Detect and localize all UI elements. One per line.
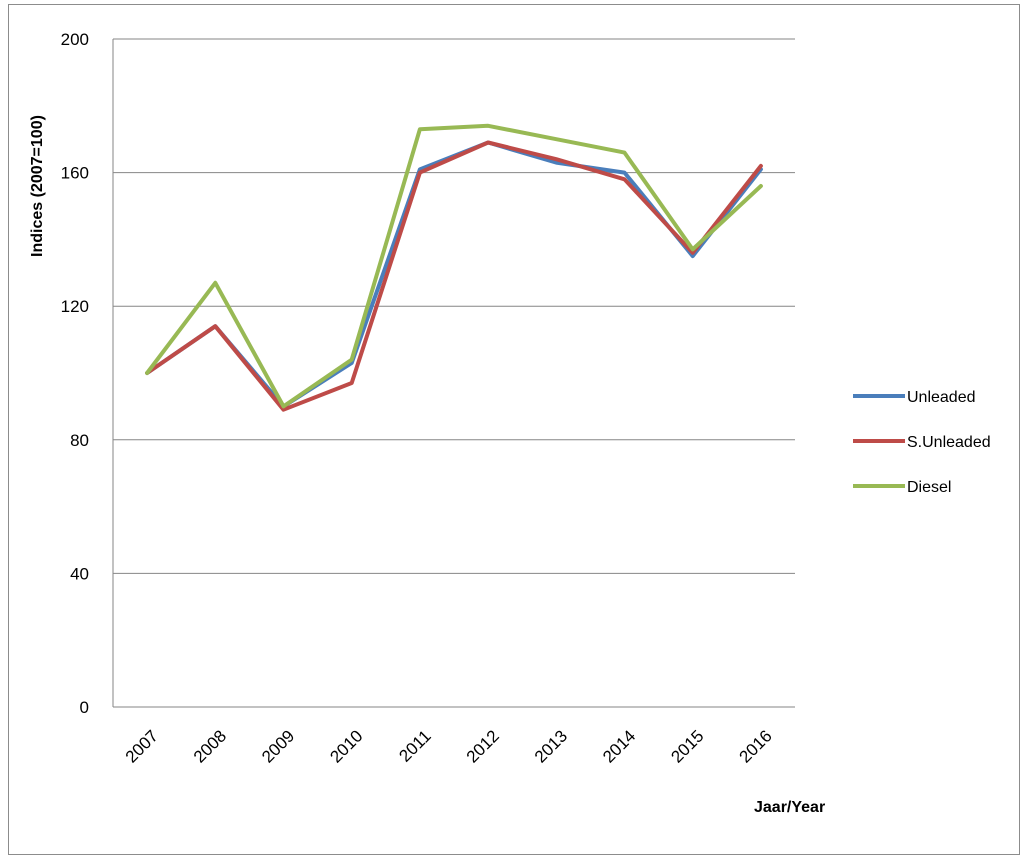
legend-label: Unleaded (907, 389, 976, 406)
y-tick-label: 200 (61, 30, 89, 49)
y-tick-label: 80 (70, 431, 89, 450)
x-tick-label: 2015 (667, 726, 707, 766)
series-line-unleaded (145, 140, 763, 409)
x-axis-title: Jaar/Year (754, 799, 825, 816)
series-line-diesel (145, 123, 763, 409)
series-lines (145, 123, 763, 412)
y-tick-labels: 0 40 80 120 160 200 (61, 30, 89, 717)
x-tick-label: 2007 (122, 726, 162, 766)
x-tick-label: 2011 (395, 726, 434, 765)
x-tick-labels: 2007 2008 2009 2010 2011 2012 2013 2014 2015 2016 (122, 726, 776, 766)
x-tick-label: 2010 (326, 726, 366, 766)
y-tick-label: 160 (61, 164, 89, 183)
series-line-s-unleaded (145, 140, 763, 412)
legend-label: S.Unleaded (907, 434, 991, 451)
legend: Unleaded S.Unleaded Diesel (853, 389, 991, 496)
x-tick-label: 2008 (190, 726, 230, 766)
x-tick-label: 2009 (258, 726, 298, 766)
gridlines (113, 38, 795, 574)
x-tick-label: 2014 (599, 726, 639, 766)
chart-frame (8, 4, 1020, 855)
x-tick-label: 2012 (463, 726, 503, 766)
x-tick-label: 2013 (531, 726, 571, 766)
legend-label: Diesel (907, 479, 951, 496)
y-tick-label: 0 (80, 698, 89, 717)
x-tick-label: 2016 (736, 726, 776, 766)
y-tick-label: 40 (70, 564, 89, 583)
y-axis-title: Indices (2007=100) (29, 115, 46, 257)
y-tick-label: 120 (61, 297, 89, 316)
